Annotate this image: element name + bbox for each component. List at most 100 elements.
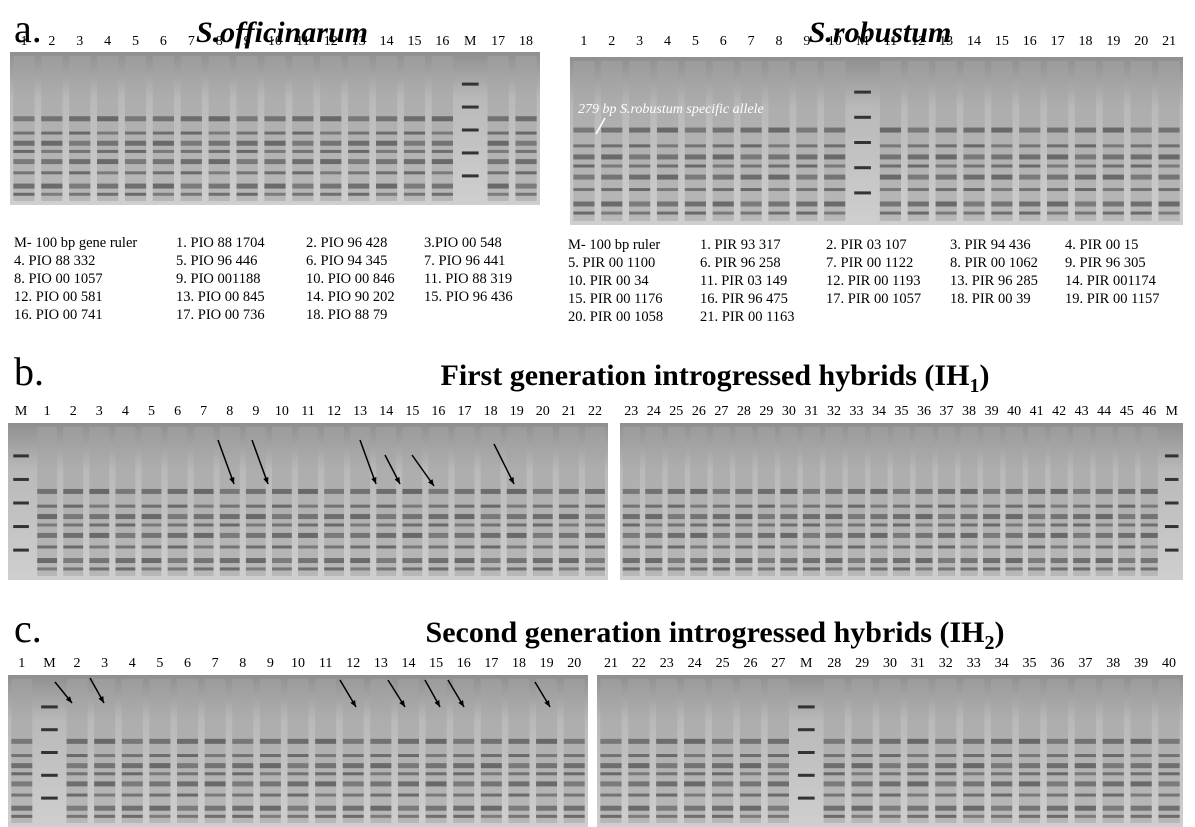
gel-band <box>879 738 901 744</box>
gel-band <box>13 131 35 135</box>
gel-band <box>739 781 762 787</box>
lane-label: 11 <box>296 34 309 49</box>
gel-band <box>11 772 33 776</box>
gel-band <box>1140 532 1158 538</box>
gel-band <box>1046 814 1069 818</box>
gel-band <box>935 772 957 776</box>
gel-band <box>177 805 199 811</box>
legend-entry: 10. PIO 00 846 <box>306 271 395 287</box>
gel-band <box>431 171 453 175</box>
lane-label: 12 <box>911 34 925 49</box>
gel-band <box>1158 188 1180 192</box>
lane-label: 28 <box>827 656 841 671</box>
lane-label: M <box>800 656 813 671</box>
gel-band <box>1073 567 1091 571</box>
gel-band <box>11 805 33 811</box>
legend-entry: 7. PIR 00 1122 <box>826 255 913 271</box>
gel-band <box>847 567 866 571</box>
gel-band <box>487 171 509 175</box>
gel-band <box>13 140 35 146</box>
gel-band <box>1074 201 1097 207</box>
gel-band <box>480 763 502 769</box>
lane-label: 6 <box>720 34 727 49</box>
gel-band <box>1130 174 1152 180</box>
gel-band <box>37 523 58 527</box>
gel-band <box>573 188 595 192</box>
legend-entry: 1. PIO 88 1704 <box>176 235 265 251</box>
gel-band <box>180 192 202 196</box>
arrow <box>359 439 377 485</box>
gel-band <box>907 805 929 811</box>
lane <box>204 679 226 823</box>
gel-band <box>780 545 798 549</box>
gel-band <box>847 532 866 538</box>
gel-band <box>847 545 866 549</box>
gel-band <box>563 793 585 797</box>
gel-band <box>892 545 911 549</box>
gel-band <box>1073 514 1091 520</box>
gel-band <box>684 188 706 192</box>
gel-band <box>11 738 33 744</box>
gel-band <box>236 183 258 189</box>
gel-band <box>41 149 63 153</box>
gel-band <box>487 140 509 146</box>
lane <box>480 679 502 823</box>
lane-label: 26 <box>692 404 706 419</box>
lane <box>89 427 110 576</box>
gel-band <box>453 793 475 797</box>
legend-entry: 17. PIO 00 736 <box>176 307 265 323</box>
gel-band <box>454 504 475 508</box>
gel-band <box>600 763 622 769</box>
gel-band <box>1130 805 1152 811</box>
gel-band <box>935 188 957 192</box>
legend-entry: 5. PIR 00 1100 <box>568 255 655 271</box>
lane-label: 3 <box>636 34 643 49</box>
gel-band <box>963 805 985 811</box>
gel-band <box>622 504 640 508</box>
gel-band <box>348 140 370 146</box>
gel-band <box>870 567 888 571</box>
gel-band <box>558 488 579 494</box>
gel-band <box>342 793 364 797</box>
gel-band <box>350 488 371 494</box>
lane <box>767 679 789 823</box>
lane-label: 23 <box>660 656 674 671</box>
legend-entry: 8. PIR 00 1062 <box>950 255 1038 271</box>
gel-band <box>645 558 663 564</box>
gel-band <box>585 488 605 494</box>
gel-band <box>1074 127 1097 133</box>
gel-band <box>915 567 933 571</box>
gel-band <box>480 781 502 787</box>
gel-band <box>324 545 344 549</box>
gel-band <box>397 772 419 776</box>
gel-band <box>915 488 933 494</box>
gel-band <box>1005 567 1023 571</box>
ladder-band <box>797 705 815 709</box>
gel-band <box>259 772 281 776</box>
gel-band <box>629 188 651 192</box>
gel-band <box>983 504 1001 508</box>
gel-band <box>397 805 419 811</box>
gel-band <box>370 793 392 797</box>
lane <box>879 679 901 823</box>
gel-band <box>167 504 188 508</box>
gel-band <box>428 488 449 494</box>
lane-label: 19 <box>1106 34 1120 49</box>
legend-entry: 3.PIO 00 548 <box>424 235 502 251</box>
gel-band <box>739 793 762 797</box>
gel-band <box>825 504 843 508</box>
gel-band <box>431 149 453 153</box>
gel-band <box>1102 188 1124 192</box>
lane-label: 10 <box>828 34 842 49</box>
gel-band <box>1102 805 1124 811</box>
gel-band <box>149 738 171 744</box>
lane-label: 21 <box>604 656 618 671</box>
gel-band <box>41 140 63 146</box>
gel-band <box>1095 558 1113 564</box>
gel-band <box>375 183 398 189</box>
gel-band <box>991 188 1013 192</box>
panel-label: a. <box>14 6 42 51</box>
gel-band <box>403 183 426 189</box>
panel-label: b. <box>14 349 44 394</box>
gel-band <box>851 805 873 811</box>
